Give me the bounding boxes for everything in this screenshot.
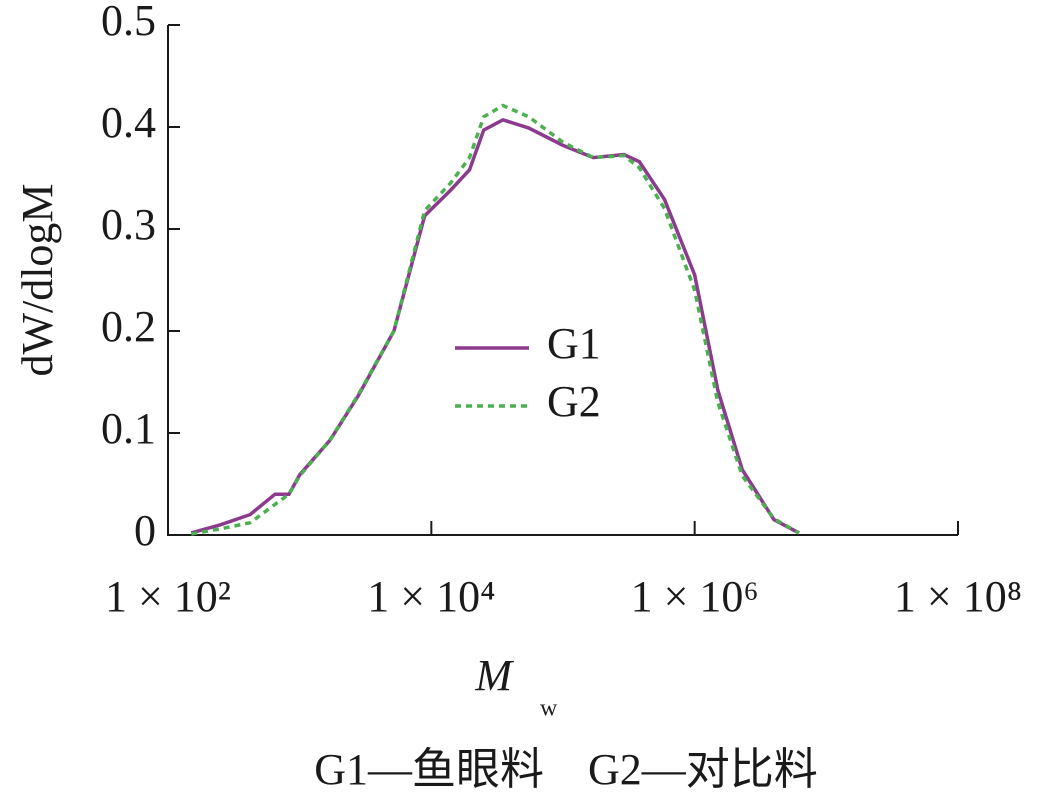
line-series: [190, 103, 800, 536]
y-tick-label: 0.4: [101, 98, 156, 147]
x-tick-label: 1 × 10²: [105, 572, 231, 621]
caption: G1—鱼眼料 G2—对比料: [314, 745, 818, 794]
x-axis-label-subscript: w: [540, 696, 558, 722]
legend-label: G2: [547, 377, 601, 426]
y-tick-label: 0.1: [101, 404, 156, 453]
x-tick-label: 1 × 10⁴: [367, 572, 495, 621]
legend-label: G1: [547, 319, 601, 368]
x-axis-label: M: [474, 651, 514, 700]
y-tick-label: 0: [134, 506, 156, 555]
y-axis-label: dW/dlogM: [13, 183, 62, 376]
y-tick-label: 0.3: [101, 200, 156, 249]
axes: [167, 25, 958, 536]
x-tick-label: 1 × 10⁸: [894, 572, 1022, 621]
line-series: [190, 117, 800, 535]
y-tick-label: 0.2: [101, 302, 156, 351]
y-tick-label: 0.5: [101, 0, 156, 45]
x-tick-label: 1 × 10⁶: [631, 572, 759, 621]
